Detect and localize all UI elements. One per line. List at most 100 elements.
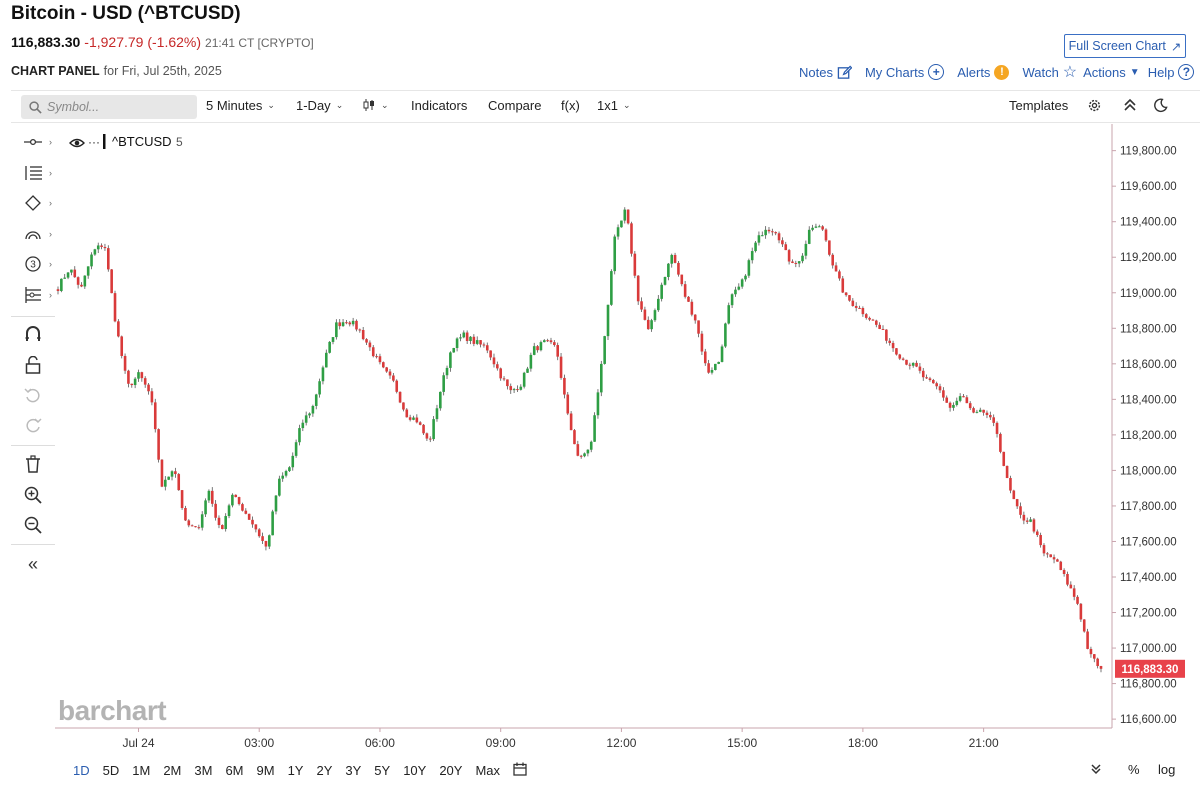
chevron-down-icon: ⌄: [622, 100, 631, 110]
candle-body: [351, 320, 355, 325]
magnet-button[interactable]: [11, 320, 55, 348]
range-5d[interactable]: 5D: [102, 762, 120, 778]
range-1m[interactable]: 1M: [132, 762, 151, 778]
candle-body: [194, 526, 197, 528]
candle-body: [771, 231, 774, 233]
candle-body: [345, 322, 348, 324]
candle-body: [1069, 584, 1073, 589]
candle-body: [623, 209, 627, 221]
help-button[interactable]: Help?: [1148, 64, 1195, 80]
collapse-header-button[interactable]: [1123, 98, 1137, 112]
candle-body: [854, 305, 858, 308]
range-3m[interactable]: 3M: [194, 762, 213, 778]
range-2m[interactable]: 2M: [163, 762, 182, 778]
candle-body: [559, 356, 563, 378]
candle-body: [727, 305, 731, 324]
range-10y[interactable]: 10Y: [403, 762, 427, 778]
expand-bottom-button[interactable]: [1090, 762, 1102, 780]
range-1d[interactable]: 1D: [73, 762, 90, 778]
candle-body: [724, 323, 727, 347]
candle-body: [714, 363, 717, 370]
range-2y[interactable]: 2Y: [316, 762, 333, 778]
candle-body: [465, 332, 469, 341]
compare-button[interactable]: Compare: [488, 98, 542, 113]
indicators-button[interactable]: Indicators: [411, 98, 468, 113]
pattern-tool-button[interactable]: ›: [11, 281, 55, 309]
y-tick-label: 118,400.00: [1120, 394, 1177, 406]
last-price: 116,883.30: [11, 34, 81, 50]
range-6m[interactable]: 6M: [225, 762, 244, 778]
candle-body: [673, 254, 677, 263]
templates-button[interactable]: Templates: [1009, 98, 1069, 113]
candle-body: [455, 338, 459, 349]
fx-button[interactable]: f(x): [561, 98, 580, 113]
interval-dropdown[interactable]: 5 Minutes ⌄: [206, 98, 275, 113]
collapse-tools-button[interactable]: «: [11, 550, 55, 578]
price-chart[interactable]: 119,800.00 119,600.00 119,400.00 119,200.00…: [55, 124, 1200, 755]
zoom-out-icon: [24, 516, 42, 534]
actions-menu[interactable]: Actions ▼: [1083, 65, 1140, 80]
redo-button[interactable]: [11, 411, 55, 439]
candle-body: [921, 370, 925, 378]
shape-tool-button[interactable]: ›: [11, 189, 55, 217]
arc-tool-button[interactable]: ›: [11, 220, 55, 248]
log-toggle[interactable]: log: [1158, 762, 1176, 777]
undo-button[interactable]: [11, 381, 55, 409]
alerts-button[interactable]: Alerts!: [957, 64, 1010, 80]
candle-body: [1002, 451, 1006, 466]
candle-body: [288, 467, 291, 472]
delete-drawings-button[interactable]: [11, 450, 55, 478]
candle-body: [700, 333, 704, 352]
candle-body: [868, 317, 871, 320]
date-range-button[interactable]: [513, 762, 527, 779]
range-max[interactable]: Max: [475, 762, 501, 778]
candle-body: [93, 249, 97, 255]
chart-legend[interactable]: ··· ^BTCUSD 5: [69, 134, 183, 149]
fib-tool-button[interactable]: ›: [11, 159, 55, 187]
candle-body: [415, 417, 419, 423]
candle-body: [174, 471, 177, 475]
candle-body: [509, 386, 513, 391]
chart-type-dropdown[interactable]: ⌄: [362, 98, 389, 112]
symbol-input[interactable]: [47, 100, 187, 114]
x-tick-label: Jul 24: [122, 736, 154, 750]
range-5y[interactable]: 5Y: [374, 762, 391, 778]
candle-body: [754, 242, 757, 252]
range-20y[interactable]: 20Y: [439, 762, 463, 778]
range-9m[interactable]: 9M: [256, 762, 275, 778]
full-screen-chart-button[interactable]: Full Screen Chart ↗: [1064, 34, 1186, 58]
candle-body: [1035, 531, 1039, 536]
range-3y[interactable]: 3Y: [345, 762, 362, 778]
candle-body: [563, 377, 566, 395]
candle-body: [371, 347, 375, 357]
percent-toggle[interactable]: %: [1128, 762, 1140, 777]
candle-body: [187, 520, 191, 526]
candle-body: [794, 262, 798, 264]
line-tool-button[interactable]: ›: [11, 128, 55, 156]
candle-body: [797, 261, 801, 264]
theme-toggle[interactable]: [1153, 98, 1168, 113]
candle-body: [207, 490, 211, 501]
x-tick-label: 21:00: [969, 736, 999, 750]
counter-tool-button[interactable]: 3 ›: [11, 250, 55, 278]
drawing-tools: › › › › 3 › › «: [11, 124, 55, 584]
my-charts-button[interactable]: My Charts +: [865, 64, 945, 80]
layout-dropdown[interactable]: 1x1 ⌄: [597, 98, 631, 113]
watch-button[interactable]: Watch ☆: [1022, 62, 1077, 82]
candle-body: [831, 254, 835, 266]
candle-body: [177, 474, 181, 491]
range-1y[interactable]: 1Y: [287, 762, 304, 778]
candle-body: [442, 375, 445, 392]
zoom-out-button[interactable]: [11, 511, 55, 539]
range-dropdown[interactable]: 1-Day ⌄: [296, 98, 343, 113]
candle-body: [968, 403, 972, 409]
settings-button[interactable]: [1087, 98, 1102, 113]
x-tick-label: 09:00: [486, 736, 516, 750]
candle-body: [660, 284, 663, 299]
notes-button[interactable]: Notes: [799, 65, 852, 80]
candle-body: [878, 324, 881, 329]
lock-button[interactable]: [11, 351, 55, 379]
symbol-search[interactable]: [21, 95, 197, 119]
zoom-in-button[interactable]: [11, 481, 55, 509]
y-tick-label: 117,000.00: [1120, 643, 1177, 655]
